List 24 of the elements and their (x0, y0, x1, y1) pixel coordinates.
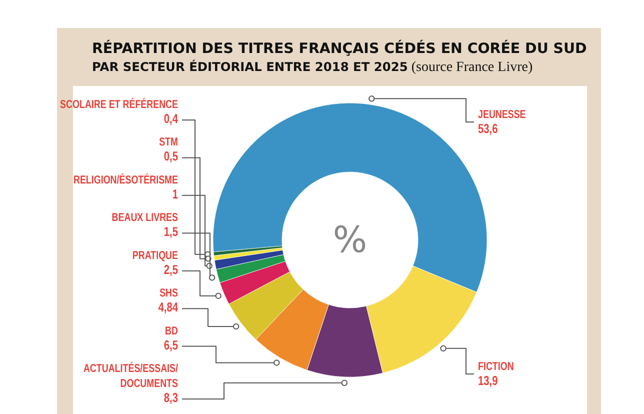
data-label: 0,4 (164, 112, 178, 126)
slice-label: STM (159, 136, 178, 150)
text: (source France Livre) (408, 60, 533, 75)
data-label: 6,5 (164, 338, 178, 353)
data-label: 13,9 (478, 374, 498, 388)
data-label: 2,5 (164, 262, 178, 278)
slice-label: PRATIQUE (132, 250, 178, 262)
data-label: 53,6 (478, 122, 498, 136)
chart-title: RÉPARTITION DES TITRES FRANÇAIS CÉDÉS EN CORÉE DU SUD (92, 39, 588, 57)
slice-label: JEUNESSE (478, 109, 526, 122)
text: % (332, 220, 368, 261)
data-label: 1 (172, 187, 178, 202)
slice-label: BEAUX LIVRES (112, 212, 178, 224)
slice-label: RELIGION/ÉSOTÉRISME (73, 172, 178, 187)
data-label: 8,3 (164, 390, 178, 406)
slice-label: BD (165, 325, 178, 338)
chart-subtitle: PAR SECTEUR ÉDITORIAL ENTRE 2018 ET 2025 (92, 60, 408, 74)
data-label: 1,5 (164, 224, 178, 240)
slice-label: SHS (160, 288, 178, 300)
data-label: 4,84 (158, 300, 178, 315)
slice-label: SCOLAIRE ET RÉFÉRENCE (60, 96, 178, 112)
data-label: 0,5 (164, 150, 178, 164)
slice-label: ACTUALITÉS/ESSAIS/ DOCUMENTS (83, 360, 178, 390)
slice-label: FICTION (478, 361, 514, 374)
